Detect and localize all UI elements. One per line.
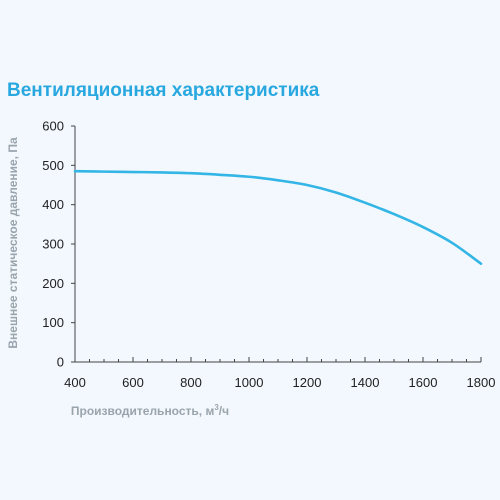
x-axis-label-sup: 3 xyxy=(214,403,219,412)
chart-title: Вентиляционная характеристика xyxy=(7,80,320,101)
y-tick-label: 600 xyxy=(42,119,64,134)
x-tick-label: 1200 xyxy=(293,375,322,390)
x-tick-label: 1400 xyxy=(351,375,380,390)
x-tick-label: 600 xyxy=(122,375,144,390)
y-tick-label: 100 xyxy=(42,315,64,330)
y-tick-label: 300 xyxy=(42,237,64,252)
x-axis-label-base: Производительность, м xyxy=(71,404,215,418)
x-tick-label: 400 xyxy=(64,375,86,390)
y-tick-label: 500 xyxy=(42,158,64,173)
y-tick-label: 200 xyxy=(42,276,64,291)
axes xyxy=(74,126,481,363)
y-axis-label: Внешнее статическое давление, Па xyxy=(6,137,20,349)
ticks: 0 100 200 300 400 500 600 400 600 800 1000 1200 1400… xyxy=(42,119,495,391)
x-tick-label: 1800 xyxy=(467,375,496,390)
x-axis-label-tail: /ч xyxy=(219,404,229,418)
x-tick-label: 1600 xyxy=(409,375,438,390)
x-tick-label: 1000 xyxy=(235,375,264,390)
series-line xyxy=(73,169,483,265)
series xyxy=(73,169,483,265)
x-tick-label: 800 xyxy=(180,375,202,390)
x-axis-label: Производительность, м3/ч xyxy=(71,403,229,418)
y-tick-label: 0 xyxy=(57,355,64,370)
y-tick-label: 400 xyxy=(42,197,64,212)
